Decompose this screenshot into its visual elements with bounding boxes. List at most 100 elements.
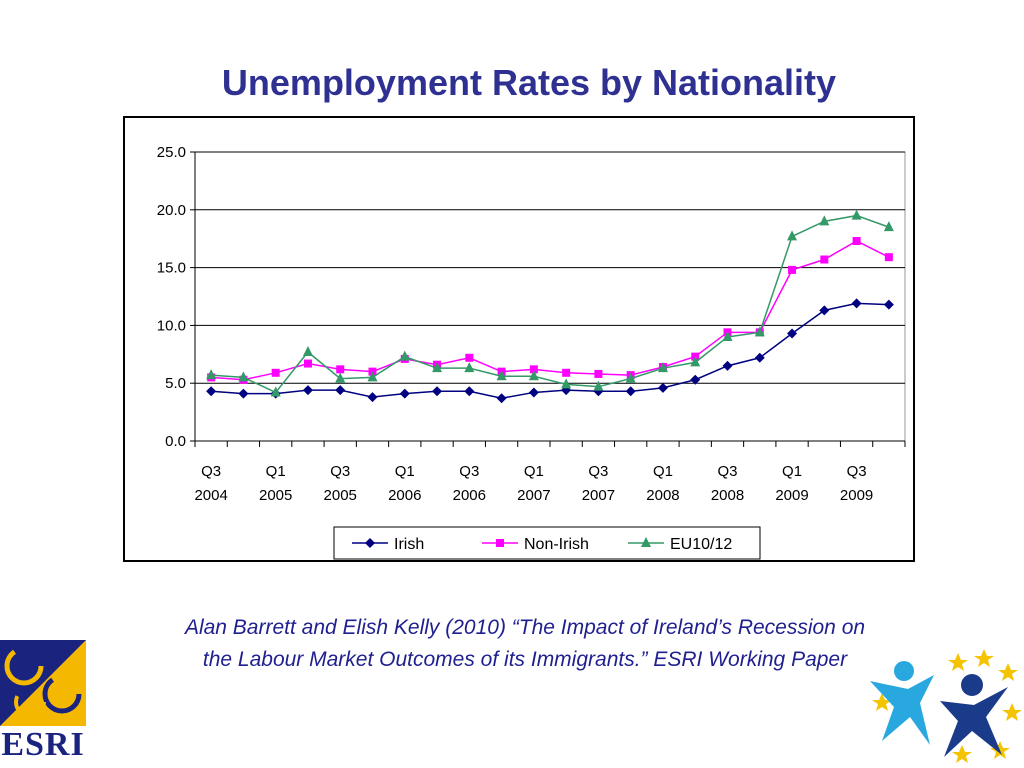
citation-caption: Alan Barrett and Elish Kelly (2010) “The… <box>100 612 950 676</box>
series-line-2 <box>211 214 890 394</box>
y-tick-label: 25.0 <box>157 144 186 161</box>
data-point-0 <box>238 388 249 399</box>
data-point-2 <box>399 350 410 361</box>
data-point-2 <box>464 362 475 373</box>
data-point-0 <box>819 305 830 316</box>
legend-marker <box>641 537 651 547</box>
x-tick-label: 2007 <box>517 487 550 504</box>
data-point-2 <box>754 326 765 337</box>
x-tick-label: Q3 <box>717 463 737 480</box>
data-point-0 <box>432 386 443 397</box>
data-point-2 <box>657 362 668 373</box>
data-point-2 <box>206 369 217 380</box>
esri-logo-text: ESRI <box>1 726 85 763</box>
legend-label: Non-Irish <box>524 536 589 553</box>
data-point-1 <box>303 359 312 368</box>
x-tick-label: Q1 <box>266 463 286 480</box>
data-point-2 <box>335 372 346 383</box>
data-point-0 <box>367 392 378 403</box>
legend-label: EU10/12 <box>670 536 732 553</box>
y-tick-label: 20.0 <box>157 202 186 219</box>
y-tick-label: 10.0 <box>157 317 186 334</box>
data-point-0 <box>690 374 701 385</box>
x-tick-label: 2008 <box>711 487 744 504</box>
x-tick-label: 2005 <box>259 487 292 504</box>
x-tick-label: 2005 <box>324 487 357 504</box>
legend-marker <box>496 539 504 547</box>
data-point-2 <box>625 372 636 383</box>
data-point-0 <box>206 386 217 397</box>
series-line-1 <box>211 240 890 381</box>
data-point-1 <box>820 255 829 264</box>
data-point-0 <box>496 393 507 404</box>
data-point-2 <box>238 371 249 382</box>
data-point-0 <box>787 328 798 339</box>
esri-logo-icon <box>0 640 86 726</box>
data-point-0 <box>722 360 733 371</box>
legend <box>333 526 761 560</box>
data-point-0 <box>754 352 765 363</box>
legend-marker <box>365 538 375 548</box>
data-point-0 <box>657 382 668 393</box>
data-point-0 <box>528 387 539 398</box>
data-point-1 <box>562 368 571 377</box>
y-tick-label: 5.0 <box>165 375 186 392</box>
x-tick-label: 2006 <box>388 487 421 504</box>
data-point-2 <box>883 221 894 232</box>
data-point-2 <box>851 209 862 220</box>
data-point-1 <box>529 365 538 374</box>
data-point-1 <box>271 368 280 377</box>
x-tick-label: Q1 <box>782 463 802 480</box>
data-point-2 <box>432 362 443 373</box>
x-tick-label: 2009 <box>840 487 873 504</box>
x-tick-label: Q3 <box>847 463 867 480</box>
data-point-2 <box>270 386 281 397</box>
data-point-0 <box>851 298 862 309</box>
data-point-1 <box>336 365 345 374</box>
x-tick-label: Q1 <box>395 463 415 480</box>
y-tick-label: 15.0 <box>157 260 186 277</box>
data-point-2 <box>302 345 313 356</box>
series-line-0 <box>211 302 889 399</box>
plot-area <box>194 151 906 442</box>
data-point-0 <box>302 385 313 396</box>
eu-figures-logo-icon <box>870 649 1022 763</box>
x-tick-label: Q3 <box>459 463 479 480</box>
x-tick-label: 2004 <box>194 487 227 504</box>
x-tick-label: 2006 <box>453 487 486 504</box>
data-point-2 <box>367 371 378 382</box>
data-point-2 <box>561 378 572 389</box>
data-point-2 <box>819 215 830 226</box>
chart-frame: 0.0 5.0 10.0 15.0 20.0 25.0 Q3 2004 Q1 2005 Q3 2005… <box>123 116 915 562</box>
data-point-0 <box>335 385 346 396</box>
data-point-1 <box>884 253 893 262</box>
slide-title: Unemployment Rates by Nationality <box>221 62 837 103</box>
x-tick-label: Q3 <box>201 463 221 480</box>
caption-line-2: the Labour Market Outcomes of its Immigr… <box>202 648 848 671</box>
x-tick-label: Q3 <box>588 463 608 480</box>
caption-line-1: Alan Barrett and Elish Kelly (2010) “The… <box>184 616 866 639</box>
x-tick-label: 2007 <box>582 487 615 504</box>
data-point-1 <box>465 353 474 362</box>
y-tick-label: 0.0 <box>165 433 186 450</box>
line-chart: 0.0 5.0 10.0 15.0 20.0 25.0 Q3 2004 Q1 2005 Q3 2005… <box>157 144 906 560</box>
data-point-0 <box>625 386 636 397</box>
data-point-2 <box>787 230 798 241</box>
data-point-0 <box>399 388 410 399</box>
legend-label: Irish <box>394 536 424 553</box>
data-point-1 <box>852 237 861 246</box>
x-tick-label: Q3 <box>330 463 350 480</box>
x-tick-label: Q1 <box>524 463 544 480</box>
data-point-2 <box>593 380 604 391</box>
data-point-2 <box>496 370 507 381</box>
data-point-0 <box>883 299 894 310</box>
data-point-1 <box>788 265 797 274</box>
x-tick-label: 2008 <box>646 487 679 504</box>
data-point-0 <box>464 386 475 397</box>
data-point-2 <box>528 370 539 381</box>
data-point-1 <box>594 369 603 378</box>
x-tick-label: Q1 <box>653 463 673 480</box>
data-point-2 <box>722 330 733 341</box>
data-point-2 <box>690 356 701 367</box>
x-tick-label: 2009 <box>775 487 808 504</box>
